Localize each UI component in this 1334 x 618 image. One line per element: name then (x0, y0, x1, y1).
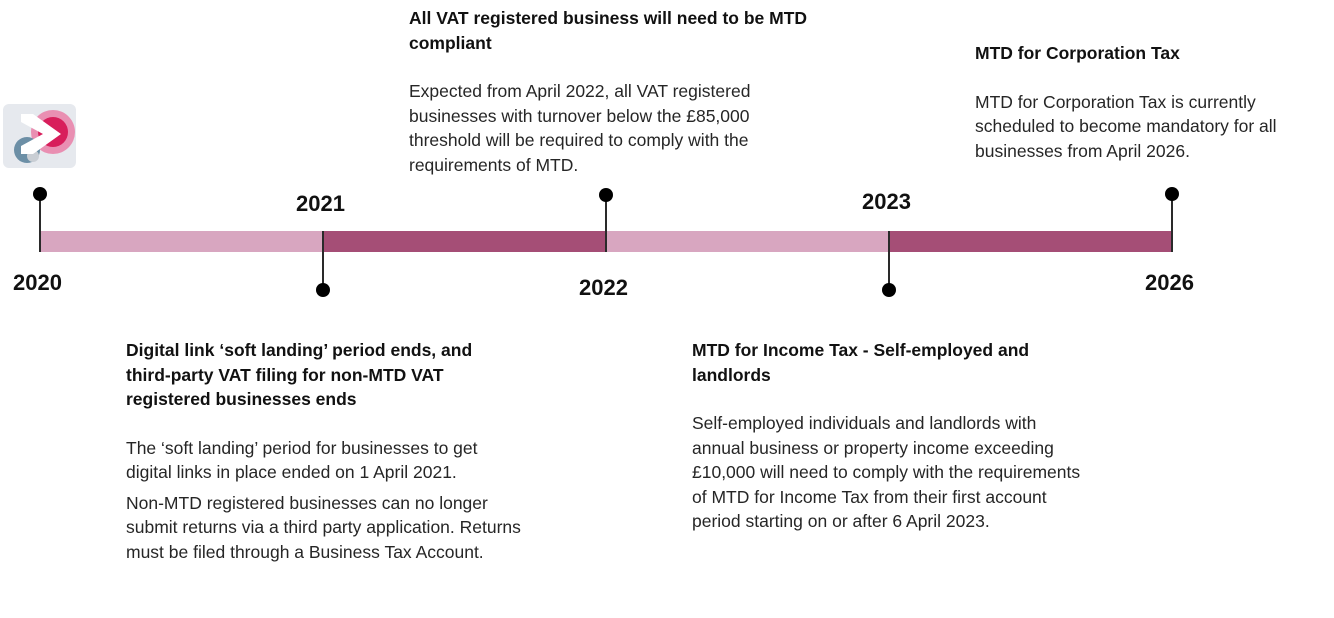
timeline-segment-2022-2023 (606, 231, 889, 252)
marker-dot-2022 (599, 188, 613, 202)
event-description: Non-MTD registered businesses can no lon… (126, 492, 521, 562)
event-title: MTD for Corporation Tax (975, 43, 1180, 63)
event-2026: MTD for Corporation Tax MTD for Corporat… (975, 41, 1334, 163)
year-label-2020: 2020 (13, 270, 62, 295)
marker-stem-2021 (322, 231, 324, 290)
timeline-segment-2021-2022 (323, 231, 606, 252)
marker-stem-2020 (39, 194, 41, 252)
marker-dot-2026 (1165, 187, 1179, 201)
year-label-2026: 2026 (1145, 270, 1194, 295)
year-label-2022: 2022 (579, 275, 628, 300)
marker-dot-2021 (316, 283, 330, 297)
event-description: Expected from April 2022, all VAT regist… (409, 81, 751, 175)
timeline-segment-2020-2021 (41, 231, 323, 252)
event-description: MTD for Corporation Tax is currently sch… (975, 91, 1277, 161)
marker-stem-2026 (1171, 194, 1173, 252)
year-label-2021: 2021 (296, 191, 345, 216)
event-title: MTD for Income Tax - Self-employed and l… (692, 340, 1030, 385)
event-2021: Digital link ‘soft landing’ period ends,… (126, 338, 521, 564)
marker-dot-2020 (33, 187, 47, 201)
event-title: Digital link ‘soft landing’ period ends,… (126, 340, 473, 409)
timeline-segment-2023-2026 (889, 231, 1172, 252)
event-2022: All VAT registered business will need to… (409, 6, 819, 177)
event-title: All VAT registered business will need to… (409, 8, 808, 53)
marker-dot-2023 (882, 283, 896, 297)
brand-logo (3, 104, 76, 168)
event-2023: MTD for Income Tax - Self-employed and l… (692, 338, 1092, 534)
marker-stem-2022 (605, 195, 607, 252)
marker-stem-2023 (888, 231, 890, 290)
event-description: Self-employed individuals and landlords … (692, 413, 1081, 531)
year-label-2023: 2023 (862, 189, 911, 214)
event-description: The ‘soft landing’ period for businesses… (126, 437, 478, 483)
brand-logo-icon (14, 110, 75, 163)
